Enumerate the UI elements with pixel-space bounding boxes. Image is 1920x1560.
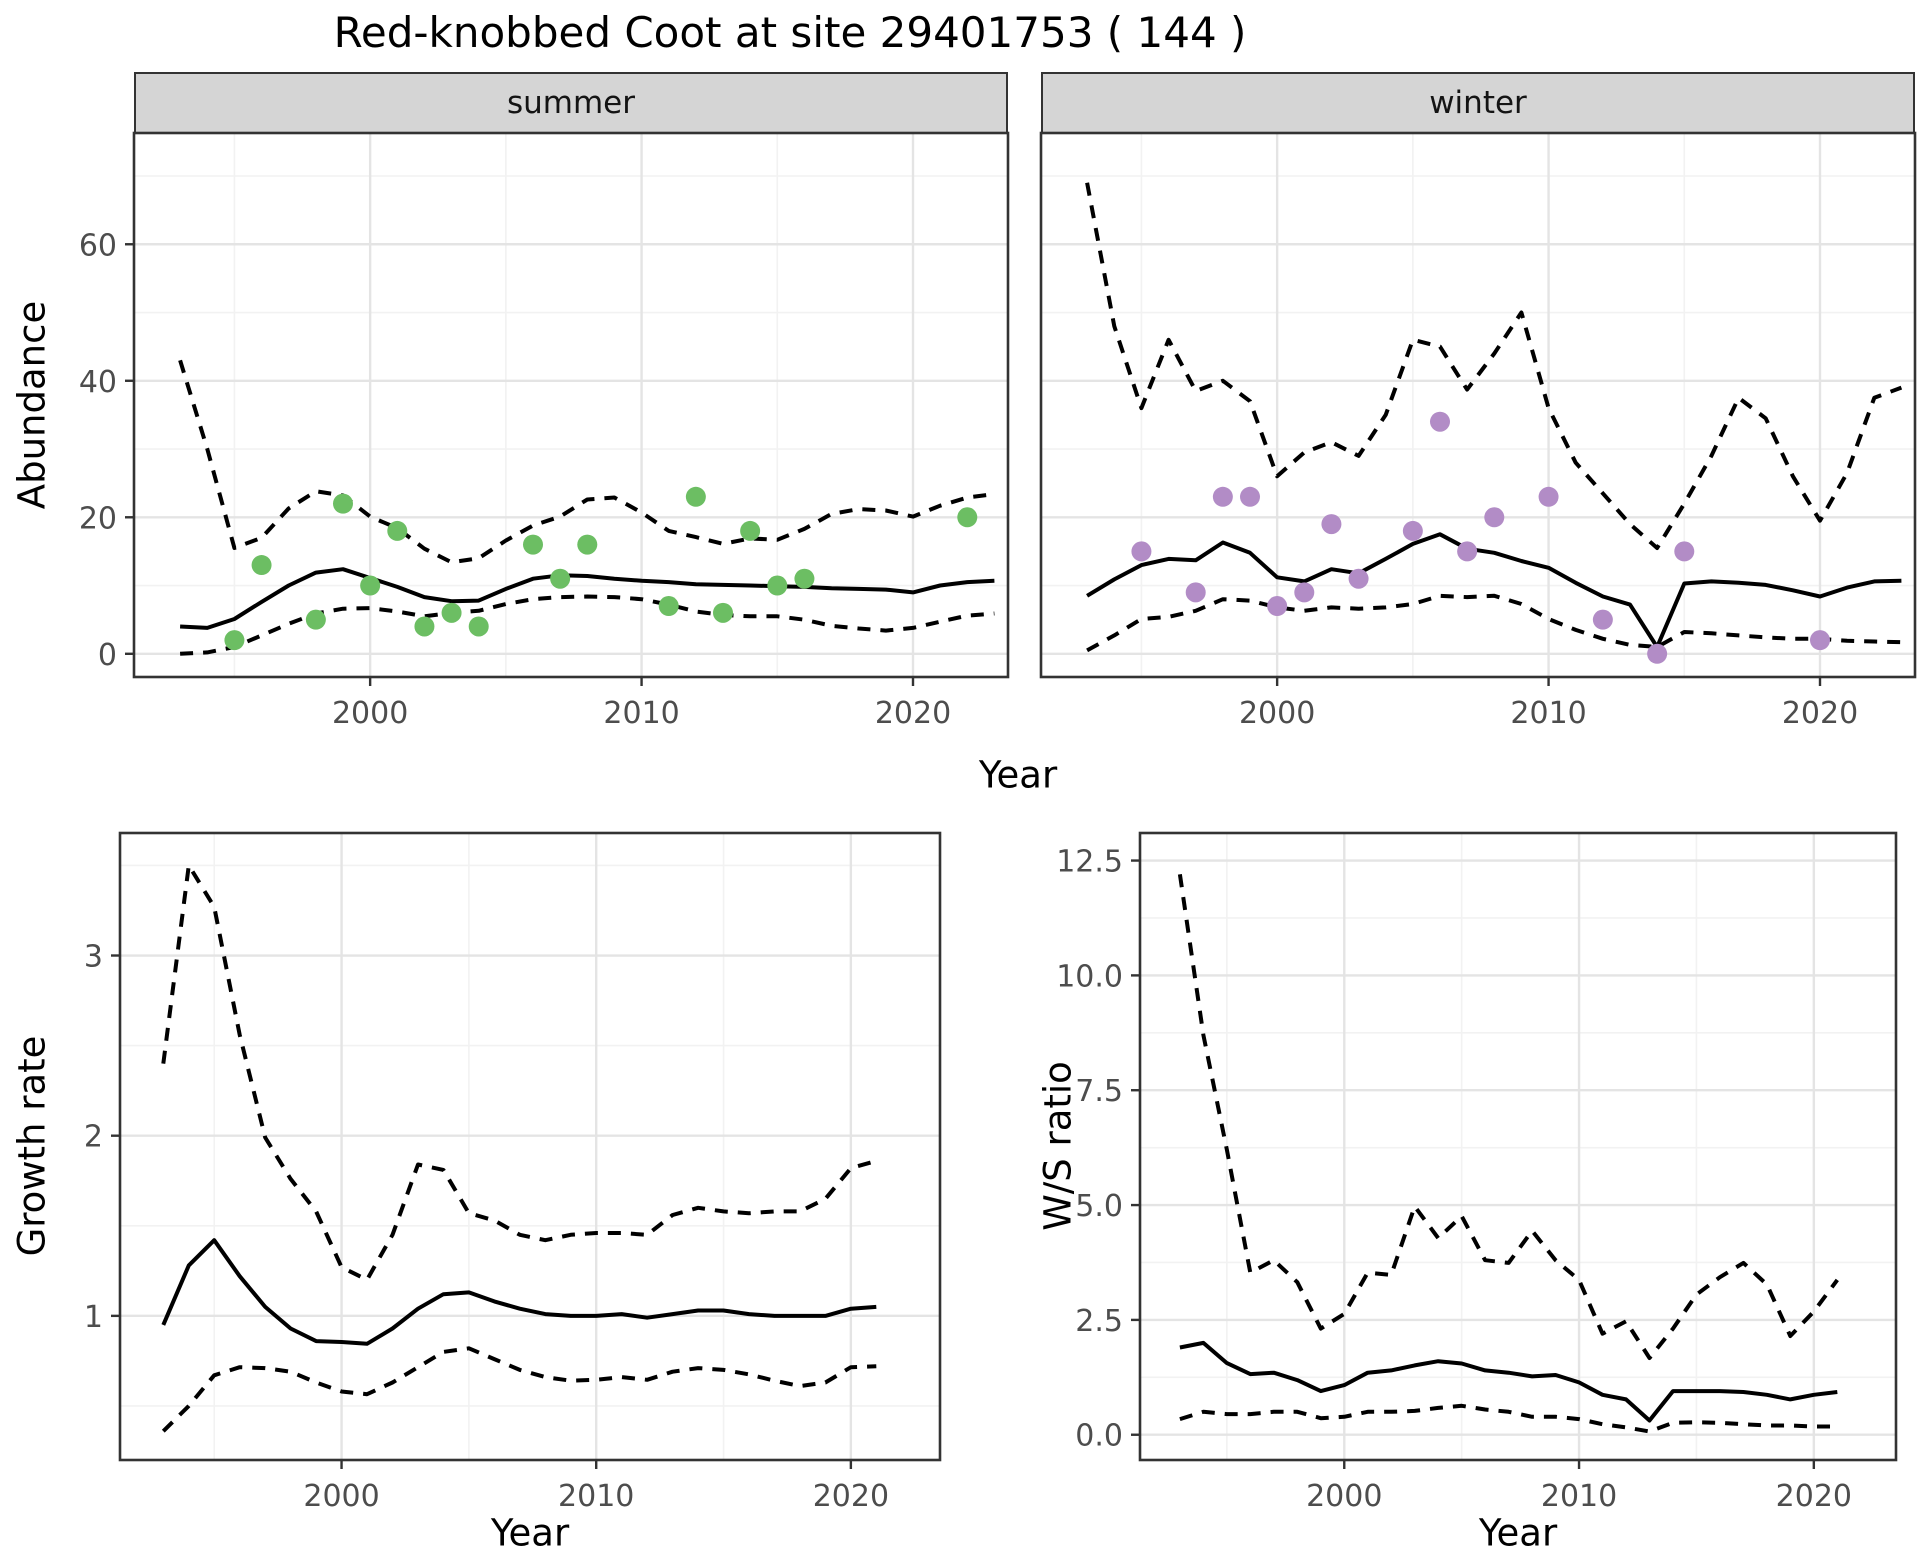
- panel-background: [1140, 833, 1896, 1460]
- mean-line: [1086, 532, 1902, 649]
- panel-abundance-summer: 2000 2010 2020 0 20 40 60: [79, 131, 1010, 731]
- data-point: [577, 534, 598, 555]
- panel-background: [120, 833, 940, 1460]
- data-point: [1131, 541, 1152, 562]
- x-tick-label: 2010: [1541, 1479, 1617, 1514]
- data-point: [1647, 643, 1668, 664]
- y-tick-label: 7.5: [1075, 1074, 1123, 1109]
- upper-ci-line: [161, 863, 877, 1282]
- lower-ci-line: [1179, 1403, 1838, 1434]
- x-axis-title-year-ws: Year: [1478, 1511, 1558, 1555]
- data-point: [1457, 541, 1478, 562]
- x-tick-label: 2000: [1306, 1479, 1382, 1514]
- data-point: [1592, 609, 1613, 630]
- data-point: [360, 575, 381, 596]
- panel-background: [1041, 133, 1915, 677]
- lower-ci-line: [1086, 593, 1902, 653]
- data-point: [794, 568, 815, 589]
- y-tick-label: 20: [79, 501, 117, 536]
- panel-growth-rate: 2000 2010 2020 1 2 3: [84, 831, 942, 1514]
- data-point: [713, 602, 733, 623]
- data-point: [305, 609, 326, 630]
- x-tick-label: 2000: [303, 1479, 379, 1514]
- data-point: [550, 568, 571, 589]
- data-point: [441, 602, 462, 623]
- data-point: [523, 534, 543, 555]
- x-tick-label: 2020: [1782, 696, 1858, 731]
- data-point: [251, 555, 272, 576]
- x-tick-label: 2020: [1776, 1479, 1852, 1514]
- upper-ci-line: [1177, 874, 1839, 1360]
- data-point: [957, 507, 978, 528]
- x-tick-label: 2020: [875, 696, 951, 731]
- y-tick-label: 40: [79, 365, 117, 400]
- data-point: [1674, 541, 1695, 562]
- panel-abundance-winter: 2000 2010 2020: [1039, 131, 1917, 731]
- data-point: [414, 616, 435, 637]
- y-tick-label: 2: [84, 1120, 103, 1155]
- y-tick-label: 1: [84, 1300, 103, 1335]
- data-point: [1402, 520, 1423, 541]
- facet-strip-summer: summer: [134, 72, 1008, 134]
- lower-ci-line: [161, 1346, 877, 1433]
- x-tick-label: 2010: [603, 696, 679, 731]
- data-point: [658, 596, 679, 617]
- data-point: [1538, 486, 1559, 507]
- data-point: [1430, 411, 1450, 432]
- x-tick-label: 2000: [332, 696, 408, 731]
- panel-border: [132, 131, 1010, 679]
- data-point: [1185, 582, 1206, 603]
- y-tick-label: 2.5: [1075, 1304, 1123, 1339]
- data-point: [685, 486, 706, 507]
- data-point: [224, 630, 245, 651]
- data-point: [1484, 507, 1505, 528]
- x-axis-title-year-top: Year: [978, 753, 1058, 797]
- y-axis-title-ws-ratio: W/S ratio: [1036, 1061, 1080, 1231]
- data-point: [1321, 514, 1342, 535]
- facet-strip-summer-label: summer: [506, 85, 635, 121]
- y-tick-label: 5.0: [1075, 1189, 1123, 1224]
- y-tick-label: 0.0: [1075, 1419, 1123, 1454]
- data-point: [1240, 486, 1260, 507]
- mean-line: [1179, 1340, 1838, 1423]
- y-axis-title-growth-rate: Growth rate: [10, 1035, 54, 1257]
- panel-ws-ratio: 2000 2010 2020 0.0 2.5 5.0 7.5 10.0 12.5: [1056, 831, 1898, 1514]
- data-point: [387, 520, 408, 541]
- x-tick-label: 2020: [813, 1479, 889, 1514]
- y-axis-title-abundance: Abundance: [10, 300, 54, 510]
- mean-line: [161, 1238, 877, 1346]
- upper-ci-line: [1085, 182, 1903, 550]
- facet-strip-winter-label: winter: [1429, 85, 1527, 121]
- x-tick-label: 2010: [1510, 696, 1586, 731]
- upper-ci-line: [178, 359, 995, 565]
- y-tick-label: 10.0: [1056, 959, 1123, 994]
- facet-strip-winter: winter: [1041, 72, 1915, 134]
- x-axis-title-year-growth: Year: [490, 1511, 570, 1555]
- x-tick-label: 2010: [558, 1479, 634, 1514]
- y-tick-label: 3: [84, 940, 103, 975]
- plot-title: Red-knobbed Coot at site 29401753 ( 144 …: [333, 8, 1247, 57]
- data-point: [1348, 568, 1369, 589]
- x-tick-label: 2000: [1239, 696, 1315, 731]
- panel-border: [118, 831, 942, 1462]
- y-tick-label: 12.5: [1056, 845, 1123, 880]
- data-point: [767, 575, 788, 596]
- mean-line: [179, 567, 995, 630]
- data-point: [333, 493, 353, 514]
- data-point: [1294, 582, 1315, 603]
- y-tick-label: 0: [98, 638, 117, 673]
- data-point: [1212, 486, 1233, 507]
- data-point: [468, 616, 489, 637]
- data-point: [1267, 596, 1288, 617]
- data-point: [1810, 630, 1830, 651]
- panel-border: [1138, 831, 1898, 1462]
- y-tick-label: 60: [79, 228, 117, 263]
- data-point: [740, 520, 761, 541]
- panel-border: [1039, 131, 1917, 679]
